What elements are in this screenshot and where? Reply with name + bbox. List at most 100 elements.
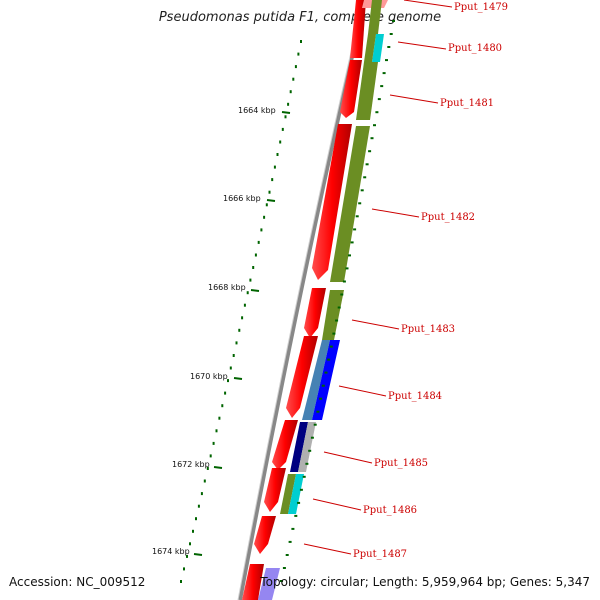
gc-dot [186,554,188,558]
kbp-label: 1670 kbp [190,372,228,381]
feature-block[interactable] [330,126,370,282]
cds-block[interactable] [254,516,276,554]
gc-dot [302,475,306,478]
feature-block[interactable] [364,34,376,62]
cds-block[interactable] [242,564,264,600]
gc-dot [238,328,241,332]
kbp-tick [233,377,243,380]
gene-label-pput-1484[interactable]: Pput_1484 [388,391,442,402]
feature-block[interactable] [368,0,382,34]
gc-dot [321,384,325,387]
gc-dot [206,467,209,470]
gc-dot [289,90,292,94]
gc-dot-track [180,20,395,583]
gc-dot [299,488,303,491]
gc-dot [385,59,388,62]
gc-dot [305,462,309,465]
feature-block[interactable] [322,290,344,340]
gc-dot [260,228,263,232]
gene-label-pput-1480[interactable]: Pput_1480 [448,43,502,54]
gc-dot [189,542,191,546]
gc-dot [345,267,349,270]
cds-block[interactable] [272,420,298,470]
cds-block[interactable] [340,60,362,118]
kbp-tick [213,466,223,469]
gc-dot [232,354,235,357]
gene-labels: Pput_1479 Pput_1480 Pput_1481 Pput_1482 … [303,0,508,560]
cds-block[interactable] [264,468,286,512]
gc-dot [287,102,290,106]
leader-line [323,451,373,464]
feature-block[interactable] [280,474,296,514]
feature-block[interactable] [298,422,316,472]
gc-dot [218,416,221,420]
gc-dot [265,203,268,207]
feature-block[interactable] [312,340,340,420]
gc-dot [297,52,300,56]
gc-dot [281,127,284,131]
gc-dot [291,527,295,530]
gc-dot [300,40,302,43]
cds-block[interactable] [286,336,318,418]
leader-line [303,543,352,555]
gc-dot [294,65,297,69]
kbp-label: 1668 kbp [208,283,246,292]
gc-dot [308,449,312,452]
gc-dot [197,504,200,508]
feature-block[interactable] [288,474,304,514]
gene-label-pput-1483[interactable]: Pput_1483 [401,324,455,335]
gc-dot [327,358,331,361]
leader-line [351,319,400,330]
gc-dot [288,540,292,543]
cds-block[interactable] [304,288,326,338]
gc-dot [377,98,381,101]
gc-dot [249,278,252,282]
feature-block[interactable] [290,422,308,472]
gc-dot [254,253,257,257]
gene-label-pput-1481[interactable]: Pput_1481 [440,98,494,109]
gc-dot [276,153,279,156]
leader-line [397,41,447,50]
gc-dot [294,514,298,517]
gc-dot [335,319,339,322]
feature-block[interactable] [356,62,378,120]
kbp-scale: 1664 kbp 1666 kbp 1668 kbp 1670 kbp 1672… [152,106,291,556]
kbp-label: 1672 kbp [172,460,210,469]
gc-dot [355,215,359,218]
gene-label-pput-1485[interactable]: Pput_1485 [374,458,428,469]
forward-cds-track [242,0,388,600]
gc-dot [284,115,287,119]
gc-dot [227,379,229,383]
gc-dot [282,567,286,569]
gc-dot [235,341,238,345]
gc-dot [200,492,203,496]
gc-dot [370,137,374,140]
kbp-tick [193,553,203,556]
feature-block[interactable] [302,340,330,420]
gc-dot [224,391,227,395]
leader-line [371,208,420,218]
gc-dot [324,371,328,374]
gc-dot [375,111,379,114]
gc-dot [358,202,362,205]
gc-dot [263,215,266,219]
gc-dot [350,241,354,244]
gc-dot [337,306,341,309]
gc-dot [279,140,282,144]
gc-dot [241,316,244,320]
gc-dot [348,254,351,257]
gene-label-pput-1479[interactable]: Pput_1479 [454,2,508,13]
gene-label-pput-1486[interactable]: Pput_1486 [363,505,417,516]
gc-dot [353,228,357,231]
gc-dot [297,501,301,504]
feature-block[interactable] [258,568,280,600]
gc-dot [365,163,369,166]
gc-dot [340,293,344,296]
gene-label-pput-1487[interactable]: Pput_1487 [353,549,407,560]
cds-block[interactable] [350,0,366,58]
gc-dot [329,345,333,348]
gene-label-pput-1482[interactable]: Pput_1482 [421,212,475,223]
cds-block[interactable] [312,124,352,280]
gc-dot [257,240,260,244]
leader-line [389,94,439,104]
